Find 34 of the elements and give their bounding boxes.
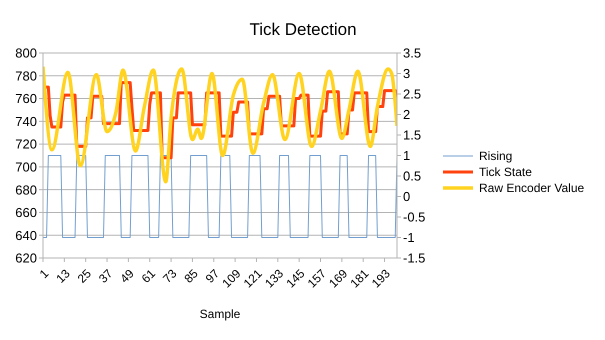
y-tick-label: 800 [15, 46, 37, 61]
y2-tick-label: -1 [403, 230, 415, 246]
y-tick-label: 760 [15, 91, 37, 106]
y2-tick-label: 1 [403, 148, 410, 164]
x-tick-label: 37 [96, 266, 116, 286]
x-tick-label: 1 [36, 266, 52, 282]
y2-tick-label: 2.5 [403, 86, 422, 102]
y2-tick-label: 1.5 [403, 128, 422, 143]
x-tick-label: 85 [181, 266, 201, 286]
y-tick-label: 720 [15, 136, 37, 152]
x-tick-label: 49 [117, 266, 137, 286]
legend-label: Raw Encoder Value [479, 181, 584, 195]
x-axis-title: Sample [200, 307, 241, 321]
x-tick-label: 73 [160, 266, 180, 286]
x-tick-label: 61 [138, 266, 158, 286]
y-tick-label: 680 [15, 182, 37, 198]
x-tick-label: 25 [74, 266, 94, 286]
y2-tick-label: 2 [403, 107, 410, 122]
y2-tick-label: 3 [403, 66, 410, 82]
y-tick-label: 700 [15, 160, 37, 175]
y-tick-label: 640 [15, 228, 37, 243]
legend-label: Tick State [479, 165, 532, 179]
y-tick-label: 620 [15, 250, 37, 266]
y2-tick-label: 3.5 [403, 46, 422, 61]
y2-tick-label: 0 [403, 189, 410, 204]
y-tick-label: 740 [15, 114, 37, 129]
y-tick-label: 660 [15, 205, 37, 220]
y2-tick-label: 0.5 [403, 168, 422, 184]
y2-tick-label: -1.5 [403, 250, 426, 266]
y2-tick-label: -0.5 [403, 210, 426, 225]
y-tick-label: 780 [15, 68, 37, 84]
chart-title: Tick Detection [248, 20, 358, 40]
x-tick-label: 13 [53, 266, 73, 286]
legend-label: Rising [479, 149, 512, 163]
